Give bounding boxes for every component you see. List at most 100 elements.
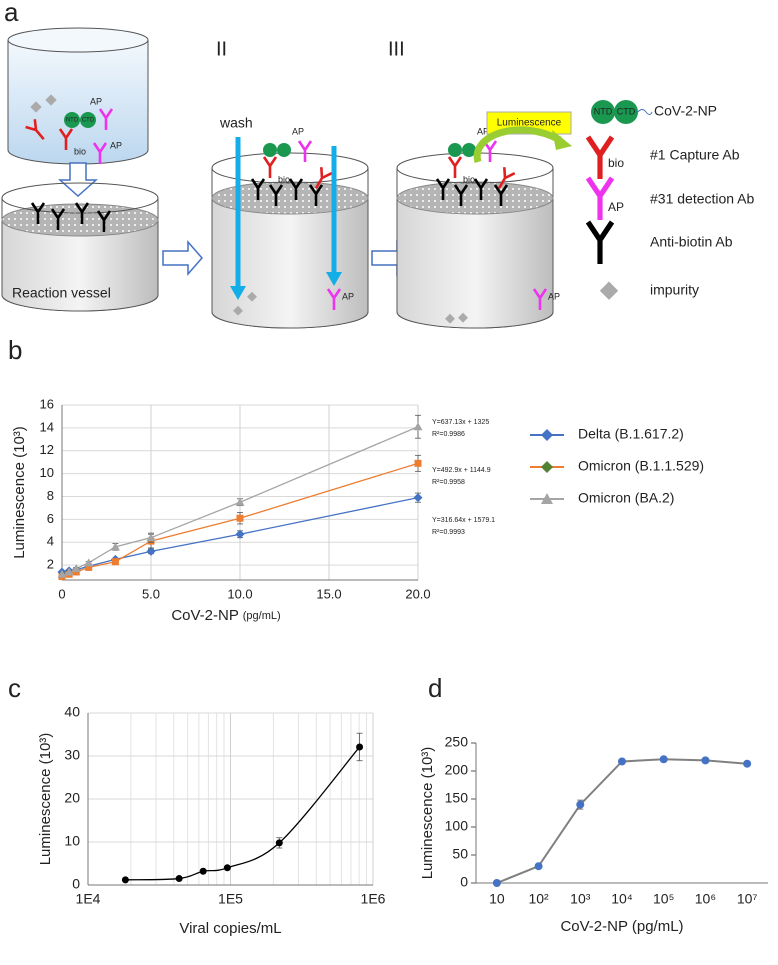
legend-label: Omicron (BA.2) — [578, 490, 674, 506]
impurity — [445, 313, 455, 324]
legend-label: impurity — [650, 282, 699, 298]
impurity — [458, 312, 468, 323]
x-tick-label: 10⁷ — [737, 891, 758, 907]
y-tick-label: 14 — [40, 419, 54, 434]
x-tick-label: 10² — [528, 891, 549, 907]
marker — [64, 567, 74, 576]
bio-label: bio — [278, 174, 290, 184]
y-tick-label: 10 — [40, 465, 54, 480]
legend-label: #31 detection Ab — [650, 191, 755, 207]
fit-annotation: Y=316.64x + 1579.1 — [432, 517, 495, 524]
fit-annotation: R²=0.9993 — [432, 529, 465, 536]
y-tick-label: 40 — [64, 704, 80, 720]
ntd — [64, 112, 80, 128]
x-tick-label: 0 — [58, 586, 65, 601]
x-tick-label: 1E4 — [76, 891, 101, 907]
panel-label: a — [4, 0, 19, 27]
marker — [175, 875, 183, 883]
ap-label: AP — [292, 126, 304, 136]
ctd — [462, 143, 476, 157]
light-arrow-head — [552, 130, 572, 150]
ap-label: AP — [608, 200, 624, 214]
marker — [71, 564, 81, 573]
y-tick-label: 200 — [445, 762, 469, 778]
y-tick-label: 0 — [460, 874, 468, 890]
wash-label: wash — [219, 115, 253, 131]
x-tick-label: 1E5 — [218, 891, 243, 907]
ntd — [448, 143, 462, 157]
marker — [275, 839, 283, 847]
x-tick-label: 10.0 — [227, 586, 252, 601]
y-tick-label: 10 — [64, 833, 80, 849]
wash-arrow-head — [230, 286, 246, 300]
panel-label: c — [8, 673, 21, 703]
marker — [110, 542, 120, 551]
marker — [199, 867, 207, 875]
vessel-surface — [211, 181, 369, 215]
bio-label: bio — [608, 156, 624, 170]
x-axis-title: Viral copies/mL — [179, 920, 281, 937]
ap-label: AP — [110, 140, 122, 150]
x-tick-label: 10⁴ — [611, 891, 633, 907]
tail — [637, 109, 653, 115]
light-arrow — [473, 126, 562, 163]
vessel-body — [1, 219, 159, 312]
anti-biotin-ab — [588, 222, 612, 264]
legend-label: Omicron (B.1.1.529) — [578, 458, 704, 474]
panel-a: a I II III NTD CTD bio AP AP Reaction ve… — [1, 0, 755, 329]
y-axis-title: Luminescence (10³) — [11, 426, 28, 559]
marker — [356, 743, 364, 751]
y-tick-label: 250 — [445, 734, 469, 750]
marker — [576, 800, 585, 809]
step-label: II — [216, 38, 227, 60]
marker — [85, 563, 93, 571]
x-tick-label: 5.0 — [142, 586, 160, 601]
fit-annotation: R²=0.9986 — [432, 431, 465, 438]
x-axis-title-unit: (pg/mL) — [243, 610, 281, 622]
y-axis-title: Luminescence (10³) — [419, 747, 436, 880]
marker — [146, 546, 156, 556]
marker — [111, 558, 119, 566]
marker — [223, 864, 231, 872]
y-tick-label: 50 — [452, 846, 468, 862]
x-tick-label: 10⁵ — [653, 891, 674, 907]
marker — [534, 862, 543, 871]
ntd — [263, 143, 277, 157]
panel-label: b — [8, 335, 22, 365]
y-tick-label: 12 — [40, 442, 54, 457]
luminescence-label: Luminescence — [497, 118, 562, 129]
marker — [236, 514, 244, 522]
fit-annotation: Y=492.9x + 1144.9 — [432, 467, 491, 474]
vessel-surface — [396, 181, 554, 215]
marker — [84, 558, 94, 567]
marker — [57, 569, 67, 578]
x-tick-label: 10³ — [570, 891, 591, 907]
arrow — [162, 240, 203, 276]
wash-arrow-head — [326, 272, 342, 286]
x-axis-title: CoV-2-NP (pg/mL) — [171, 607, 280, 624]
legend-label: Anti-biotin Ab — [650, 234, 733, 250]
ap-label: AP — [342, 291, 354, 301]
marker — [701, 756, 710, 765]
ctd — [614, 100, 638, 124]
marker — [146, 533, 156, 542]
y-axis-title: Luminescence (10³) — [37, 733, 54, 866]
y-tick-label: 100 — [445, 818, 469, 834]
legend-label: Delta (B.1.617.2) — [578, 426, 684, 442]
panel-label: d — [428, 673, 442, 703]
impurity — [599, 281, 619, 300]
ap-label: AP — [548, 291, 560, 301]
marker — [541, 461, 553, 473]
ctd-label: CTD — [82, 118, 95, 124]
arrow — [58, 162, 98, 198]
marker — [121, 876, 129, 884]
series-line — [125, 746, 361, 881]
container-top — [7, 27, 149, 53]
vessel-top — [1, 182, 159, 214]
y-tick-label: 8 — [47, 488, 54, 503]
ctd — [277, 143, 291, 157]
marker — [235, 497, 245, 506]
vessel-body — [396, 197, 554, 329]
marker — [414, 459, 422, 467]
